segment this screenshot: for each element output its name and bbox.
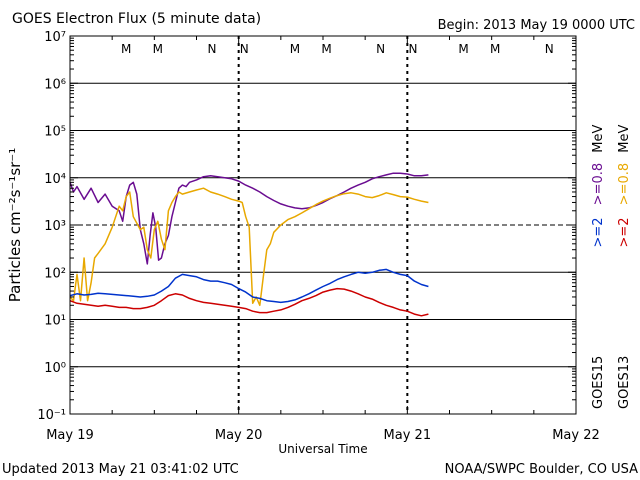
- marker-label: M: [321, 42, 331, 56]
- marker-label: M: [458, 42, 468, 56]
- marker-label: M: [121, 42, 131, 56]
- y-tick-label: 10⁶: [44, 77, 66, 92]
- gridlines: [70, 82, 576, 368]
- y-tick-label: 10³: [44, 219, 66, 234]
- y-tick-label: 10⁴: [44, 172, 66, 187]
- y-tick-label: 10⁻¹: [37, 408, 66, 423]
- y-tick-label: 10⁰: [44, 361, 66, 376]
- y-axis-label: Particles cm⁻²s⁻¹sr⁻¹: [6, 148, 24, 302]
- marker-label: N: [240, 42, 249, 56]
- y-tick-label: 10⁷: [44, 30, 66, 45]
- legend-goes15-unit: MeV: [591, 125, 606, 153]
- x-tick-label: May 21: [384, 428, 432, 443]
- credit-label: NOAA/SWPC Boulder, CO USA: [445, 462, 638, 477]
- legend-goes13-unit: MeV: [617, 125, 632, 153]
- y-tick-label: 10⁵: [44, 125, 66, 140]
- series-line: [69, 268, 429, 304]
- marker-label: N: [545, 42, 554, 56]
- legend-goes13: GOES13 >=2 >=0.8 MeV: [617, 125, 632, 409]
- marker-label: N: [207, 42, 216, 56]
- legend-goes15-08mev: >=0.8: [591, 163, 606, 205]
- marker-label: N: [376, 42, 385, 56]
- x-tick-label: May 22: [552, 428, 600, 443]
- x-tick-label: May 20: [215, 428, 263, 443]
- series-line: [69, 187, 429, 307]
- legend-goes13-name: GOES13: [617, 356, 632, 409]
- series-line: [69, 172, 429, 265]
- x-axis-label: Universal Time: [278, 442, 367, 456]
- axis-ticks: [69, 35, 577, 415]
- series-line: [69, 287, 429, 317]
- y-tick-label: 10¹: [44, 314, 66, 329]
- marker-label: N: [408, 42, 417, 56]
- marker-label: M: [490, 42, 500, 56]
- series-layer: [69, 172, 429, 317]
- y-tick-labels: 10⁷ 10⁶ 10⁵ 10⁴ 10³ 10² 10¹ 10⁰ 10⁻¹: [37, 30, 66, 423]
- legend-goes15-name: GOES15: [591, 356, 606, 409]
- x-tick-label: May 19: [46, 428, 94, 443]
- legend-goes13-08mev: >=0.8: [617, 163, 632, 205]
- legend-goes15-2mev: >=2: [591, 217, 606, 247]
- chart-title: GOES Electron Flux (5 minute data): [12, 11, 261, 27]
- begin-time-label: Begin: 2013 May 19 0000 UTC: [438, 18, 635, 33]
- legend-goes13-2mev: >=2: [617, 217, 632, 247]
- y-tick-label: 10²: [44, 266, 66, 281]
- legend-goes15: GOES15 >=2 >=0.8 MeV: [591, 125, 606, 409]
- x-tick-labels: May 19 May 20 May 21 May 22: [46, 428, 600, 443]
- marker-label: M: [153, 42, 163, 56]
- marker-label: M: [290, 42, 300, 56]
- day-dividers: [237, 36, 409, 414]
- updated-timestamp: Updated 2013 May 21 03:41:02 UTC: [2, 462, 239, 477]
